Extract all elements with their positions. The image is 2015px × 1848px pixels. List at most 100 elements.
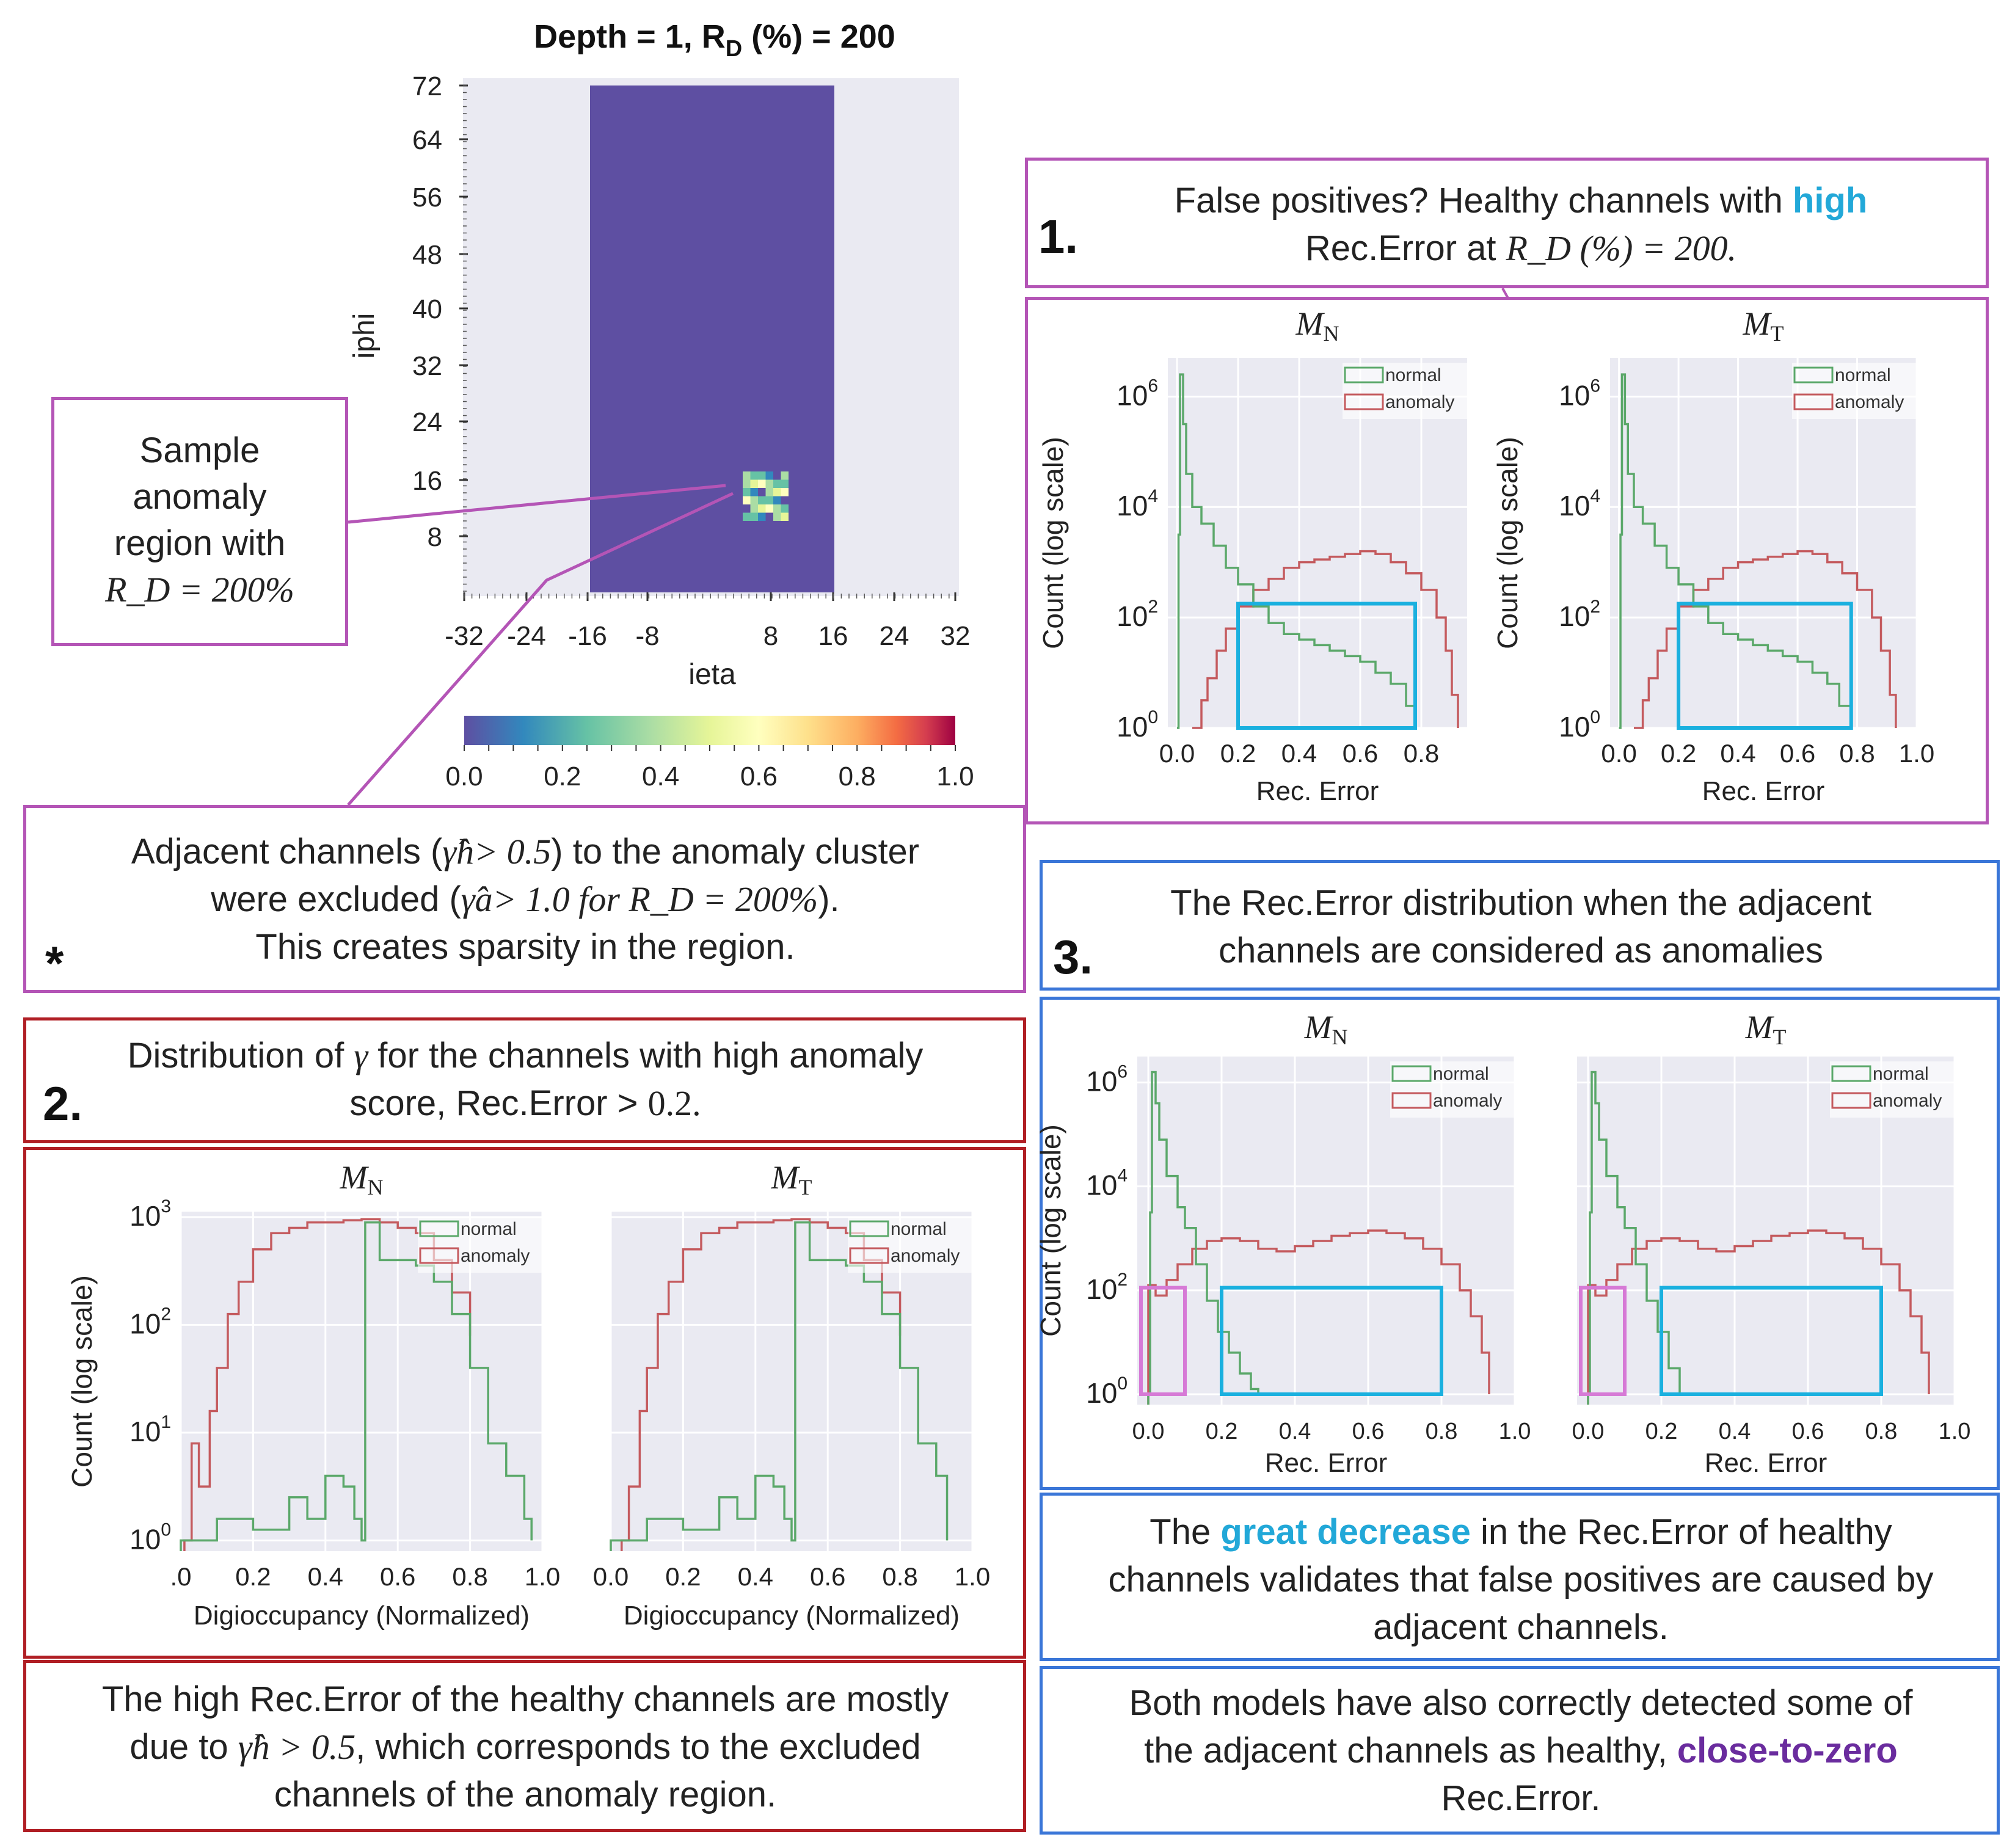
chart-s1N: 0.0 0.2 0.4 0.6 0.8 100 102 104 106 MN Rec. Error C…: [1037, 305, 1467, 806]
colorbar-tick-label: 0.6: [740, 762, 778, 791]
conclusion2-line3: channels of the anomaly region.: [274, 1775, 777, 1814]
heatmap-xtick-label: -16: [568, 621, 607, 651]
legend-swatch-normal: [849, 1220, 889, 1237]
heatmap-xtick-label: -8: [635, 621, 659, 651]
conclusion3a-box: [1040, 1493, 2000, 1661]
anomaly-cell: [765, 471, 773, 480]
anomaly-cell: [773, 504, 781, 513]
heatmap-ytick-label: 16: [412, 466, 442, 496]
legend-label-normal: normal: [461, 1219, 517, 1239]
legend-swatch-anomaly: [1344, 393, 1384, 410]
conclusion3b-text: Both models have also correctly detected…: [1051, 1679, 1991, 1822]
ytick-label: 102: [1117, 597, 1158, 632]
callout-line1: Sample: [139, 431, 260, 470]
anomaly-cell: [743, 496, 751, 504]
chart-title: MT: [1743, 305, 1784, 346]
heatmap-xtick-label: 32: [941, 621, 971, 651]
section2-line1c: for the channels with high anomaly: [368, 1036, 924, 1075]
xtick-label: 1.0: [1499, 1419, 1531, 1444]
xtick-label: 0.8: [452, 1562, 487, 1591]
anomaly-cell: [743, 504, 751, 513]
section3-header-box: [1040, 860, 2000, 991]
colorbar-tick-label: 0.4: [642, 762, 679, 791]
anomaly-cluster: [743, 471, 789, 521]
xtick-label: 0.4: [1719, 1419, 1751, 1444]
note-star-box: [23, 805, 1026, 993]
xtick-label: 0.6: [810, 1562, 845, 1591]
anomaly-cell: [781, 512, 789, 521]
ytick-label: 103: [129, 1196, 171, 1232]
xlabel: Rec. Error: [1705, 1448, 1827, 1478]
section3-plots-box: [1040, 997, 2000, 1490]
section1-header-box: [1025, 158, 1989, 288]
anomaly-cell: [758, 479, 766, 488]
series-normal: [610, 1221, 949, 1551]
connector-1: [1501, 288, 1510, 300]
highlight-box: [1139, 1286, 1187, 1396]
anomaly-cell: [758, 512, 766, 521]
colorbar-tick-label: 0.8: [839, 762, 876, 791]
anomaly-cell: [758, 496, 766, 504]
anomaly-cell: [750, 479, 758, 488]
series-anomaly: [1147, 1229, 1490, 1405]
xtick-label: 0.6: [1792, 1419, 1824, 1444]
callout-line4: R_D = 200%: [105, 570, 294, 609]
conclusion2-line1: The high Rec.Error of the healthy channe…: [101, 1679, 949, 1719]
section2-text: Distribution of γ for the channels with …: [37, 1032, 1014, 1127]
xtick-label: 0.2: [1661, 739, 1696, 768]
anomaly-cell: [781, 479, 789, 488]
legend-label-anomaly: anomaly: [1873, 1091, 1942, 1111]
chart-title: MT: [1745, 1009, 1787, 1049]
legend-label-anomaly: anomaly: [461, 1246, 530, 1266]
anomaly-cell: [773, 488, 781, 497]
chart-title: MN: [1304, 1009, 1348, 1049]
legend-swatch-anomaly: [1391, 1092, 1432, 1109]
ytick-label: 104: [1086, 1166, 1128, 1201]
heatmap-ytick-label: 8: [428, 522, 442, 552]
xlabel: Digioccupancy (Normalized): [624, 1601, 960, 1631]
xtick-label: 0.0: [1159, 739, 1195, 768]
xtick-label: 1.0: [955, 1562, 990, 1591]
xtick-label: 0.8: [1404, 739, 1439, 768]
heatmap-xtick-label: 16: [818, 621, 848, 651]
conclusion3a-line1a: The: [1150, 1512, 1221, 1552]
highlight-box: [1236, 602, 1417, 730]
xtick-label: 0.2: [235, 1562, 271, 1591]
anomaly-cell: [781, 471, 789, 480]
ytick-label: 106: [1086, 1062, 1128, 1097]
section3-line1: The Rec.Error distribution when the adja…: [1170, 883, 1871, 923]
legend-swatch-anomaly: [849, 1247, 889, 1264]
section3-text: The Rec.Error distribution when the adja…: [1087, 879, 1955, 975]
callout-sample-text: Sample anomaly region with R_D = 200%: [51, 427, 348, 613]
conclusion2-text: The high Rec.Error of the healthy channe…: [37, 1676, 1014, 1819]
heatmap-ytick-label: 24: [412, 407, 442, 437]
anomaly-cell: [765, 496, 773, 504]
xtick-label: 0.0: [1601, 739, 1636, 768]
section2-line1b: γ: [354, 1036, 368, 1075]
anomaly-cell: [773, 471, 781, 480]
anomaly-cell: [758, 504, 766, 513]
series-normal: [1147, 1071, 1259, 1405]
legend-label-anomaly: anomaly: [1385, 392, 1454, 412]
xlabel: Rec. Error: [1702, 776, 1824, 806]
series-normal: [1587, 1071, 1681, 1405]
section2-line2b: 0.2.: [647, 1083, 701, 1123]
anomaly-cell: [750, 471, 758, 480]
conclusion3a-line3: adjacent channels.: [1373, 1607, 1669, 1647]
anomaly-cell: [743, 479, 751, 488]
xtick-label: 0.2: [1645, 1419, 1678, 1444]
anomaly-cell: [773, 496, 781, 504]
legend-label-normal: normal: [1385, 365, 1441, 385]
section2-plots-box: [23, 1147, 1026, 1659]
xtick-label: .0: [170, 1562, 191, 1591]
series-anomaly: [1192, 550, 1459, 729]
note-line2a: were excluded (: [211, 879, 461, 919]
heatmap-ytick-label: 72: [412, 71, 442, 101]
heatmap-ytick-label: 48: [412, 240, 442, 270]
heatmap-ytick-label: 40: [412, 294, 442, 324]
xtick-label: 0.6: [380, 1562, 415, 1591]
anomaly-cell: [758, 488, 766, 497]
legend-swatch-anomaly: [419, 1247, 459, 1264]
anomaly-cell: [750, 504, 758, 513]
